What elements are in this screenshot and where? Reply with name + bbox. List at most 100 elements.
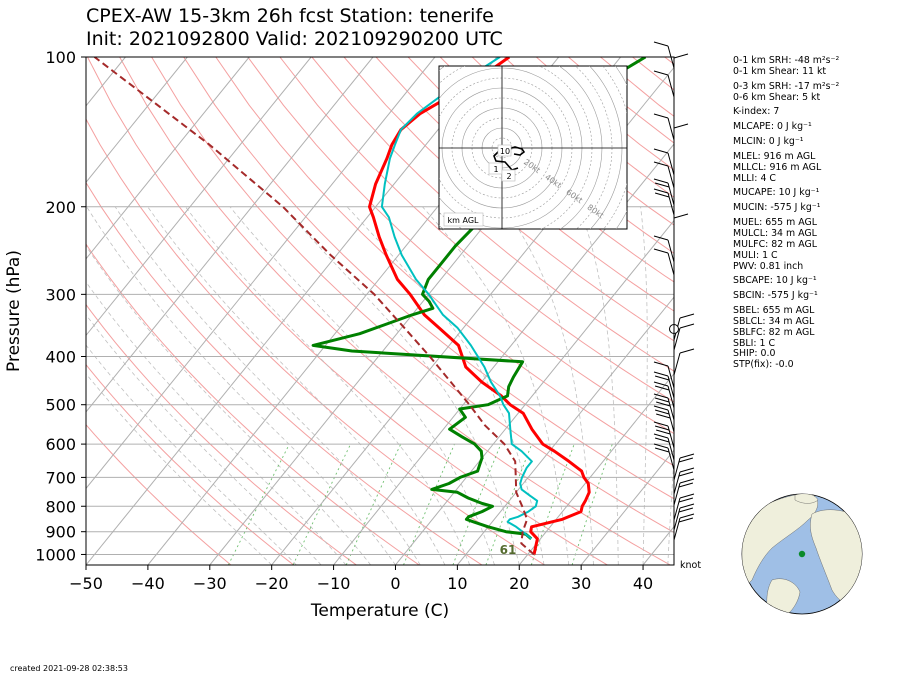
isotherm bbox=[86, 57, 312, 337]
index-line: MUEL: 655 m AGL bbox=[733, 217, 817, 229]
index-line: SBEL: 655 m AGL bbox=[733, 305, 815, 317]
wind-barb-flag bbox=[653, 381, 669, 387]
land-greenland bbox=[794, 494, 819, 504]
wind-barb-flag bbox=[653, 188, 669, 194]
wind-barb-staff bbox=[673, 517, 681, 541]
x-tick-label: 30 bbox=[571, 574, 591, 593]
moist-adiabat bbox=[86, 314, 322, 565]
y-tick-label: 1000 bbox=[35, 545, 76, 564]
wind-barb-flag bbox=[653, 443, 669, 449]
dry-adiabat bbox=[87, 57, 608, 565]
wind-barb-flag bbox=[653, 405, 669, 411]
dry-adiabat bbox=[86, 181, 483, 565]
wind-barb-flag bbox=[653, 421, 669, 427]
x-tick-label: 0 bbox=[390, 574, 400, 593]
index-line: K-index: 7 bbox=[733, 106, 780, 118]
hodograph-km-box bbox=[501, 169, 516, 182]
moist-adiabat bbox=[114, 206, 421, 565]
dry-adiabat bbox=[375, 57, 674, 312]
wind-barb-flag bbox=[679, 513, 695, 519]
wind-barb-staff bbox=[673, 352, 681, 376]
wind-barb-flag bbox=[679, 348, 695, 354]
x-tick-label: 20 bbox=[509, 574, 529, 593]
wind-barb-staff bbox=[667, 165, 675, 189]
index-line: MLCAPE: 0 J kg⁻¹ bbox=[733, 121, 812, 133]
dry-adiabat bbox=[86, 423, 232, 565]
dry-adiabat bbox=[311, 57, 674, 372]
index-line: MLEL: 916 m AGL bbox=[733, 150, 816, 162]
hodograph-agl-label: km AGL bbox=[448, 216, 480, 225]
mixing-ratio-line bbox=[452, 443, 502, 565]
wind-barb-flag bbox=[678, 497, 694, 503]
wind-barb-flag bbox=[653, 361, 669, 367]
index-line: SBLI: 1 C bbox=[733, 337, 775, 349]
wind-barb-flag bbox=[673, 53, 689, 59]
moist-adiabat bbox=[640, 206, 648, 565]
plot-frame bbox=[85, 56, 675, 566]
moist-adiabat bbox=[346, 206, 545, 565]
wind-barb-flag bbox=[679, 467, 695, 473]
wind-barb-staff bbox=[667, 74, 675, 98]
station-marker bbox=[798, 550, 806, 558]
wind-barb-flag bbox=[679, 323, 695, 329]
y-tick-label: 900 bbox=[45, 523, 76, 542]
index-line: 0-6 km Shear: 5 kt bbox=[733, 91, 821, 103]
dry-adiabat bbox=[86, 303, 357, 565]
wind-barb-flag bbox=[653, 70, 669, 76]
dry-adiabat bbox=[343, 57, 674, 342]
wind-barb-flag bbox=[653, 161, 669, 167]
wind-barb-flag bbox=[654, 447, 670, 453]
index-line: 0-1 km SRH: -48 m²s⁻² bbox=[733, 55, 840, 66]
wind-barb-flag bbox=[679, 503, 695, 509]
created-timestamp: created 2021-09-28 02:38:53 bbox=[10, 664, 128, 673]
wind-barb-flag bbox=[679, 493, 695, 499]
moist-adiabat bbox=[147, 206, 446, 565]
isotherm bbox=[333, 143, 674, 565]
index-line: PWV: 0.81 inch bbox=[733, 260, 804, 272]
index-line: MUCAPE: 10 J kg⁻¹ bbox=[733, 187, 820, 199]
x-tick-label: −30 bbox=[193, 574, 227, 593]
isotherm bbox=[580, 449, 674, 565]
wind-barb-flag bbox=[656, 429, 671, 435]
index-line: SHIP: 0.0 bbox=[733, 348, 776, 360]
wind-barb-flag bbox=[654, 192, 670, 198]
index-line: STP(fix): -0.0 bbox=[733, 359, 794, 371]
index-line: MLCIN: 0 J kg⁻¹ bbox=[733, 136, 804, 148]
wind-barb-flag bbox=[678, 517, 694, 523]
wind-barb-flag bbox=[673, 213, 689, 219]
moist-adiabat bbox=[578, 206, 619, 565]
dry-adiabat bbox=[86, 363, 295, 565]
wind-barb-staff bbox=[667, 152, 675, 176]
x-tick-label: 10 bbox=[447, 574, 467, 593]
moist-adiabat bbox=[422, 206, 570, 565]
hodograph-km-label: 1 bbox=[493, 165, 498, 174]
indices-panel: 0-1 km SRH: -48 m²s⁻² 0-1 km Shear: 11 kt… bbox=[733, 55, 840, 371]
isotherm bbox=[86, 57, 436, 490]
wind-barb-flag bbox=[653, 178, 669, 184]
moist-adiabat bbox=[503, 206, 594, 565]
y-tick-label: 100 bbox=[45, 48, 76, 67]
wind-barb-flag bbox=[654, 409, 670, 415]
wind-barb-staff bbox=[667, 252, 675, 276]
hodograph-km-box bbox=[488, 162, 503, 175]
wind-barb-flag bbox=[653, 235, 669, 241]
hodograph-km-label: 2 bbox=[506, 172, 511, 181]
parcel-profile bbox=[93, 57, 535, 556]
index-line: MULCL: 34 m AGL bbox=[733, 227, 817, 239]
wind-barb-flag bbox=[654, 425, 670, 431]
wind-barb-staff bbox=[667, 239, 675, 263]
background-lines bbox=[86, 57, 674, 565]
x-tick-label: −40 bbox=[131, 574, 165, 593]
dry-adiabat bbox=[151, 57, 674, 534]
y-tick-label: 500 bbox=[45, 396, 76, 415]
y-tick-label: 200 bbox=[45, 198, 76, 217]
moist-adiabat bbox=[86, 344, 297, 565]
wind-barb-flag bbox=[678, 457, 694, 463]
mixing-ratio-line bbox=[485, 443, 533, 565]
wind-barb-flag bbox=[653, 371, 669, 377]
wind-barb-flag bbox=[656, 401, 671, 407]
moist-adiabat bbox=[86, 206, 396, 565]
